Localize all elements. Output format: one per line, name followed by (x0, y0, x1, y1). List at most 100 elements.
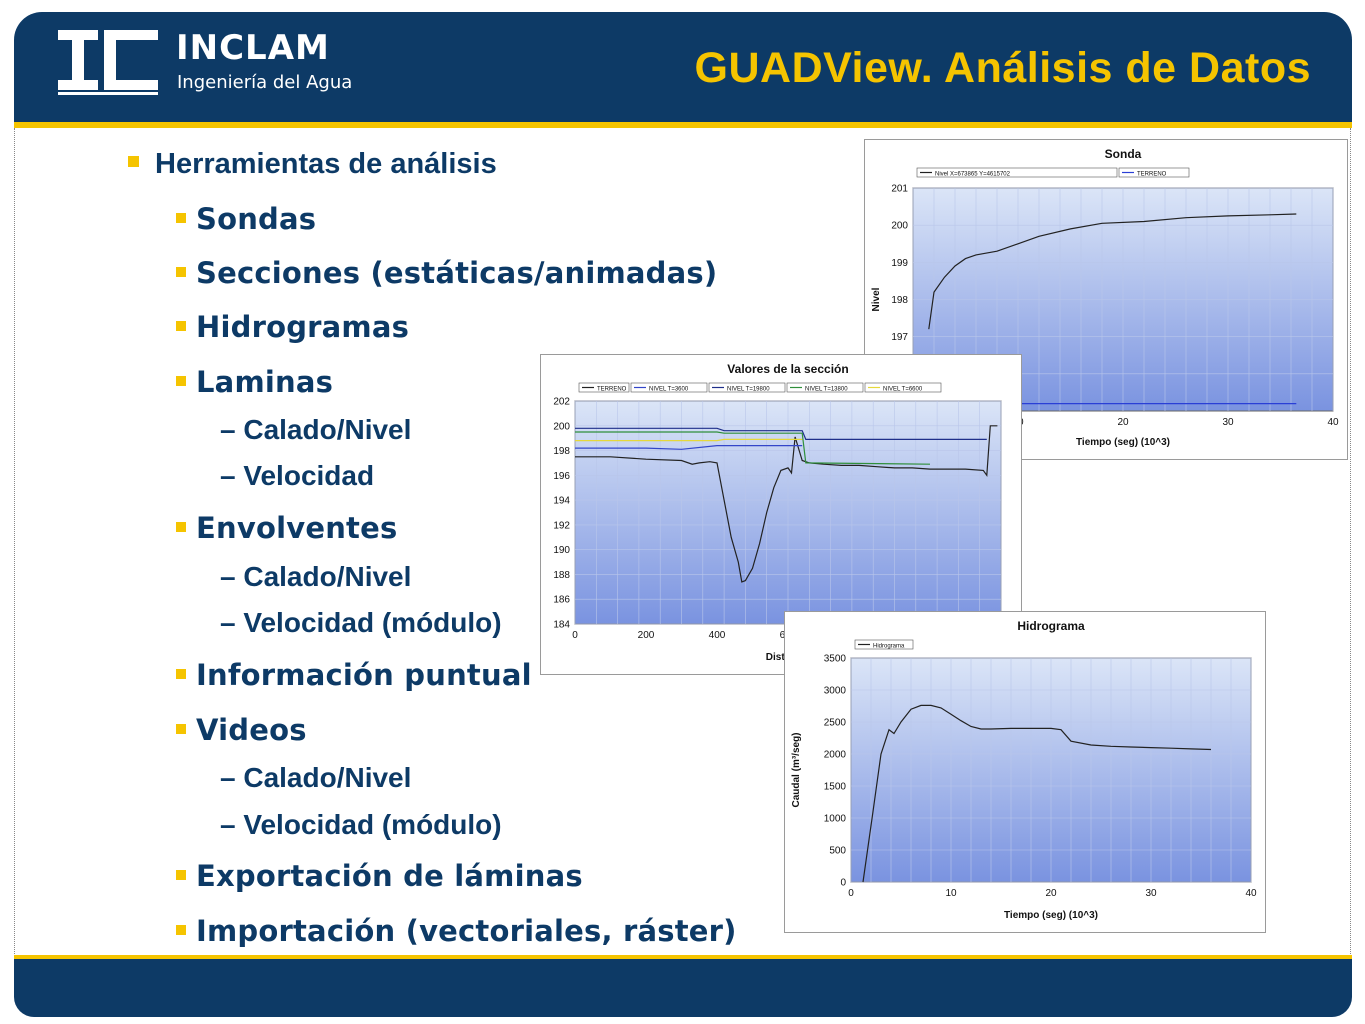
chart-title: Valores de la sección (727, 362, 848, 376)
legend-item-box (578, 382, 630, 393)
footer-bar (14, 959, 1352, 1017)
bullet-envolventes: Envolventes (176, 511, 397, 545)
square-bullet-icon (128, 156, 139, 167)
y-tick-label: 198 (553, 446, 570, 457)
y-tick-label: 186 (553, 595, 570, 606)
series-line (575, 427, 987, 441)
square-bullet-icon (176, 669, 186, 679)
series-line (575, 425, 998, 583)
bullet-hidrogramas: Hidrogramas (176, 310, 409, 344)
x-tick-label: 40 (1327, 417, 1339, 428)
y-tick-label: 192 (553, 520, 570, 531)
bullet-videos: Videos (176, 713, 307, 747)
square-bullet-icon (176, 870, 186, 880)
chart-hidrograma: Hidrograma Hidrograma 0 10 20 30 40 0 500 1000 150… (784, 611, 1266, 933)
chart-svg: Valores de la sección TERRENO NIVEL T=3600… (553, 362, 1002, 663)
chart-legend: TERRENO NIVEL T=3600 NIVEL T=19800 NIVEL T=… (578, 382, 942, 393)
footer-accent-line (14, 955, 1352, 959)
legend-item-box (854, 639, 914, 650)
sub-laminas-calado: – Calado/Nivel (220, 414, 412, 445)
x-tick-label: 200 (638, 630, 655, 641)
y-tick-label: 202 (553, 397, 570, 408)
series-line (575, 438, 803, 442)
series-line (862, 704, 1212, 883)
sub-videos-calado: – Calado/Nivel (220, 762, 412, 793)
y-tick-label: 0 (840, 878, 846, 889)
y-tick-label: 1500 (824, 782, 847, 793)
y-tick-label: 184 (553, 620, 570, 631)
y-tick-label: 1000 (824, 814, 847, 825)
bullet-exportacion: Exportación de láminas (176, 859, 583, 893)
slide-title: GUADView. Análisis de Datos (694, 44, 1311, 92)
chart-svg: Hidrograma Hidrograma 0 10 20 30 40 0 500 1000 150… (791, 619, 1257, 921)
y-axis-label: Nivel (871, 287, 882, 311)
x-axis-label: Tiempo (seg) (10^3) (1004, 910, 1098, 921)
y-tick-label: 2500 (824, 718, 847, 729)
y-tick-label: 188 (553, 570, 570, 581)
legend-label: NIVEL T=19800 (727, 387, 770, 393)
y-tick-label: 199 (891, 258, 908, 269)
y-tick-label: 198 (891, 295, 908, 306)
x-tick-label: 400 (709, 630, 726, 641)
legend-item-box (786, 382, 864, 393)
bullet-importacion: Importación (vectoriales, ráster) (176, 914, 737, 948)
square-bullet-icon (176, 321, 186, 331)
legend-label: TERRENO (1137, 172, 1167, 178)
y-tick-label: 3000 (824, 686, 847, 697)
chart-legend: Hidrograma (854, 639, 914, 650)
legend-label: NIVEL T=6600 (883, 387, 923, 393)
frame-right-border (1350, 128, 1351, 956)
legend-item-box (708, 382, 786, 393)
x-axis-label: Tiempo (seg) (10^3) (1076, 437, 1170, 448)
x-tick-label: 30 (1145, 888, 1157, 899)
bullet-laminas: Laminas (176, 365, 333, 399)
legend-item-box (630, 382, 708, 393)
y-tick-label: 194 (553, 496, 570, 507)
sub-envolventes-calado: – Calado/Nivel (220, 561, 412, 592)
legend-label: Nivel X=673865 Y=4615702 (935, 172, 1011, 178)
chart-legend: Nivel X=673865 Y=4615702 TERRENO (916, 167, 1190, 178)
header-accent-line (14, 122, 1352, 128)
y-tick-label: 201 (891, 184, 908, 195)
sub-laminas-velocidad: – Velocidad (220, 460, 375, 491)
legend-label: TERRENO (597, 387, 627, 393)
header-bar (14, 12, 1352, 126)
x-tick-label: 30 (1222, 417, 1234, 428)
x-tick-label: 20 (1045, 888, 1057, 899)
series-line (575, 431, 931, 465)
x-tick-label: 10 (945, 888, 957, 899)
inclam-logo-icon (58, 30, 158, 95)
y-axis-label: Caudal (m³/seg) (791, 732, 802, 807)
legend-item-box (916, 167, 1118, 178)
y-tick-label: 196 (553, 471, 570, 482)
square-bullet-icon (176, 522, 186, 532)
square-bullet-icon (176, 267, 186, 277)
y-tick-label: 200 (891, 221, 908, 232)
y-tick-label: 197 (891, 332, 908, 343)
bullet-secciones: Secciones (estáticas/animadas) (176, 256, 717, 290)
bullet-herramientas: Herramientas de análisis (128, 148, 497, 181)
y-tick-label: 3500 (824, 654, 847, 665)
square-bullet-icon (176, 213, 186, 223)
legend-item-box (864, 382, 942, 393)
y-tick-label: 500 (829, 846, 846, 857)
sub-videos-velocidad: – Velocidad (módulo) (220, 809, 502, 840)
x-tick-label: 20 (1117, 417, 1129, 428)
bullet-sondas: Sondas (176, 202, 316, 236)
x-tick-label: 40 (1245, 888, 1257, 899)
brand-tagline: Ingeniería del Agua (177, 72, 353, 93)
legend-label: Hidrograma (873, 644, 905, 650)
frame-left-border (14, 128, 15, 956)
brand-name: INCLAM (176, 28, 330, 68)
series-line (928, 213, 1297, 330)
x-tick-label: 0 (848, 888, 854, 899)
square-bullet-icon (176, 724, 186, 734)
bullet-informacion: Información puntual (176, 658, 532, 692)
x-tick-label: 0 (572, 630, 578, 641)
legend-label: NIVEL T=13800 (805, 387, 848, 393)
y-tick-label: 200 (553, 421, 570, 432)
square-bullet-icon (176, 376, 186, 386)
sub-envolventes-velocidad: – Velocidad (módulo) (220, 607, 502, 638)
chart-title: Hidrograma (1017, 619, 1085, 633)
